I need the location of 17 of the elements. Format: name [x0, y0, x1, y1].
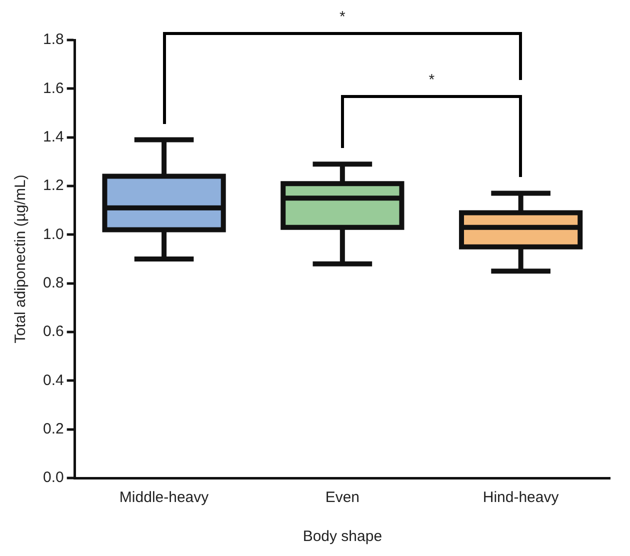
y-axis-title: Total adiponectin (µg/mL) — [12, 174, 30, 344]
text: * — [340, 8, 346, 26]
x-tick-label: Even — [325, 489, 360, 506]
y-tick-label: 0.8 — [42, 274, 64, 292]
y-tick-label: 0.2 — [42, 420, 64, 438]
y-tick-label: 1.4 — [42, 128, 64, 146]
y-tick-label: 0.0 — [42, 469, 64, 486]
y-tick-label: 1.6 — [42, 80, 64, 97]
y-tick-label: 1.2 — [42, 177, 64, 194]
x-tick-label: Middle-heavy — [119, 489, 210, 506]
y-tick-label: 1.8 — [42, 31, 64, 48]
y-tick-label: 0.6 — [42, 323, 64, 340]
x-tick-label: Hind-heavy — [482, 489, 560, 506]
y-tick-label: 0.4 — [42, 372, 64, 389]
x-axis-title: Body shape — [302, 528, 382, 546]
annotation: * — [428, 72, 435, 89]
y-tick-label: 1.0 — [42, 226, 64, 243]
